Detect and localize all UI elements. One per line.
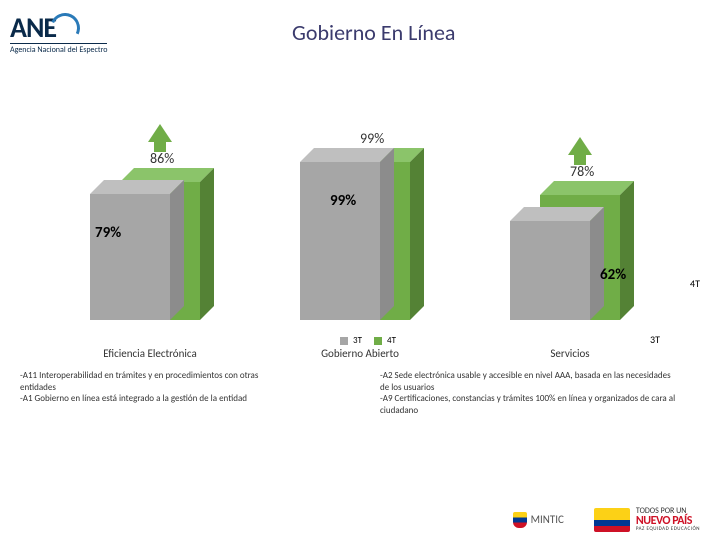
legend-label-4t: 4T (387, 335, 396, 346)
bar-4t-side (620, 181, 634, 320)
arrow-up-icon (568, 137, 592, 155)
percent-top: 78% (570, 163, 594, 180)
legend-label-3t: 3T (353, 335, 362, 346)
bar-3t-top (90, 180, 184, 194)
header: ANE Agencia Nacional del Espectro Gobier… (0, 0, 720, 60)
bar-3t-side (590, 207, 604, 320)
bar-4t-side (410, 148, 424, 320)
legend-item-3t: 3T (340, 335, 362, 346)
legend-4t-side: 4T (690, 277, 700, 290)
bar-3t-front (90, 194, 170, 320)
legend-item-4t: 4T (374, 335, 396, 346)
percent-mid: 99% (330, 192, 356, 210)
percent-top: 86% (150, 150, 174, 167)
arrow-up-icon (148, 124, 172, 142)
percent-mid: 62% (600, 266, 626, 284)
bar-3t-top (510, 207, 604, 221)
percent-mid: 79% (95, 224, 121, 242)
nuevo-pais-logo: TODOS POR UN NUEVO PAÍS PAZ EQUIDAD EDUC… (594, 507, 700, 532)
page-title: Gobierno En Línea (47, 19, 700, 46)
percent-top: 99% (360, 130, 384, 147)
shield-icon (513, 512, 527, 528)
notes-right: -A2 Sede electrónica usable y accesible … (380, 370, 680, 417)
notes-row: -A11 Interoperabilidad en trámites y en … (0, 360, 720, 417)
bar-4t-top (540, 181, 634, 195)
bar-4t-side (200, 168, 214, 320)
legend-center: 3T 4T (340, 335, 396, 346)
legend-square-4t (374, 337, 382, 345)
legend-3t-side: 3T (650, 333, 660, 346)
bar-3t-top (300, 148, 394, 162)
notes-left: -A11 Interoperabilidad en trámites y en … (20, 370, 280, 417)
legend-square-3t (340, 337, 348, 345)
footer: MINTIC TODOS POR UN NUEVO PAÍS PAZ EQUID… (513, 507, 700, 532)
flag-icon (594, 508, 630, 532)
bar-3t-front (510, 221, 590, 320)
axis-category-label: Gobierno Abierto (270, 347, 450, 360)
bar-chart: 4T 3T 3T 4T 86% 79% Eficiencia Electrónica… (40, 80, 680, 360)
bar-3t-side (380, 148, 394, 320)
bar-3t-front (300, 162, 380, 320)
axis-category-label: Eficiencia Electrónica (60, 347, 240, 360)
np-sub: PAZ EQUIDAD EDUCACIÓN (636, 527, 700, 532)
mintic-text: MINTIC (531, 513, 564, 526)
legend-4t-label: 4T (690, 277, 700, 290)
axis-category-label: Servicios (480, 347, 660, 360)
bar-3t-side (170, 180, 184, 320)
mintic-logo: MINTIC (513, 512, 564, 528)
